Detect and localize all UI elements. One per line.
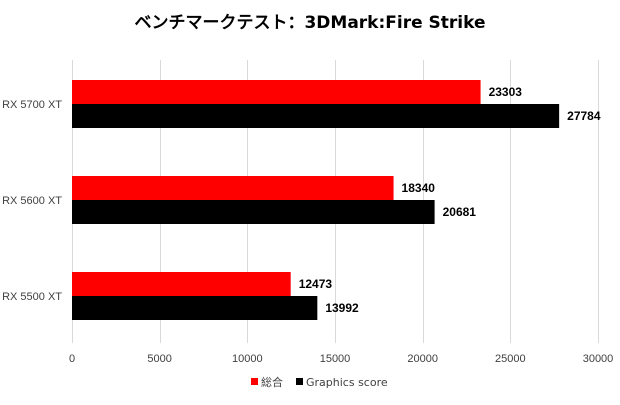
x-tick-label: 15000 bbox=[320, 353, 351, 365]
x-tick-label: 20000 bbox=[407, 353, 438, 365]
bar-total bbox=[72, 176, 394, 200]
x-tick-label: 30000 bbox=[583, 353, 614, 365]
category-label: RX 5600 XT bbox=[2, 195, 62, 207]
legend-swatch bbox=[251, 378, 258, 385]
x-tick-label: 25000 bbox=[495, 353, 526, 365]
category-label: RX 5700 XT bbox=[2, 99, 62, 111]
bar-graphics-score bbox=[72, 296, 318, 320]
bar-total bbox=[72, 80, 481, 104]
bar-graphics-score bbox=[72, 200, 435, 224]
x-tick-label: 0 bbox=[69, 353, 75, 365]
category-label: RX 5500 XT bbox=[2, 291, 62, 303]
chart-title: ベンチマークテスト：3DMark:Fire Strike bbox=[134, 13, 485, 33]
legend-label: 総合 bbox=[261, 375, 283, 389]
data-labels: 23303 27784 18340 20681 12473 13992 bbox=[299, 85, 601, 315]
legend-label: Graphics score bbox=[306, 376, 388, 389]
category-labels: RX 5700 XT RX 5600 XT RX 5500 XT bbox=[2, 99, 62, 303]
data-label: 20681 bbox=[443, 205, 477, 219]
data-label: 27784 bbox=[567, 109, 601, 123]
x-tick-label: 10000 bbox=[232, 353, 263, 365]
data-label: 23303 bbox=[489, 85, 523, 99]
data-label: 13992 bbox=[325, 301, 359, 315]
bars bbox=[72, 80, 560, 320]
bar-graphics-score bbox=[72, 104, 560, 128]
legend-swatch bbox=[296, 378, 303, 385]
x-tick-label: 5000 bbox=[147, 353, 171, 365]
legend: 総合 Graphics score bbox=[251, 375, 388, 389]
x-axis-ticks: 0 5000 10000 15000 20000 25000 30000 bbox=[69, 353, 613, 365]
data-label: 18340 bbox=[402, 181, 436, 195]
data-label: 12473 bbox=[299, 277, 333, 291]
bar-total bbox=[72, 272, 291, 296]
